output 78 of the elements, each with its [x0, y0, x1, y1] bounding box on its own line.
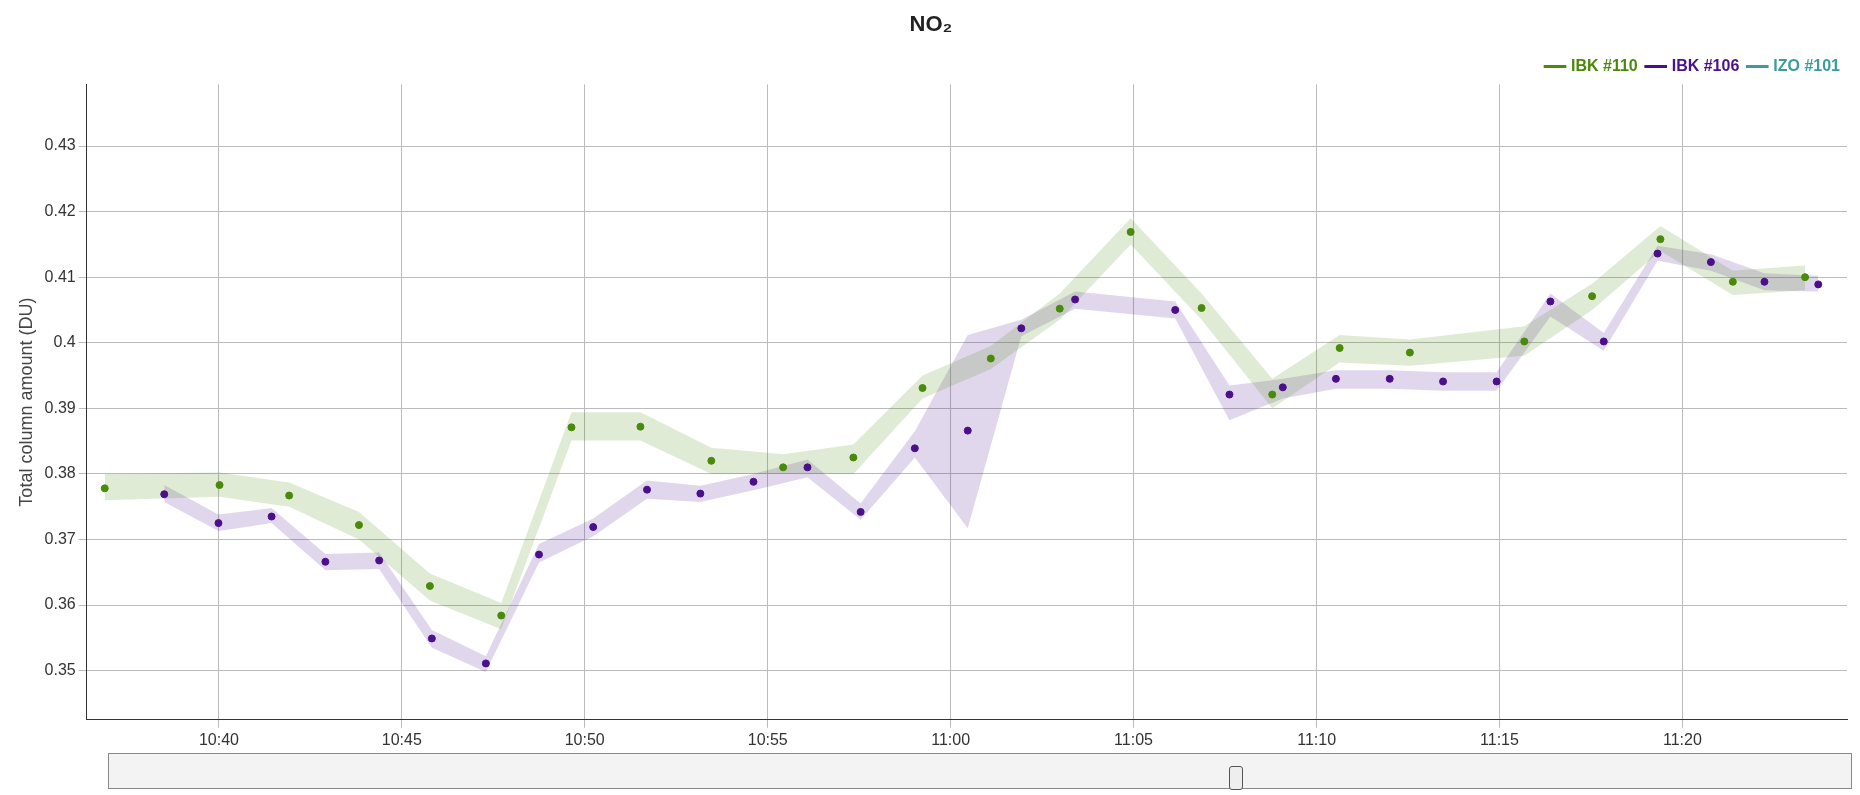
point [481, 659, 490, 668]
point [696, 489, 705, 498]
y-tick-label: 0.42 [44, 202, 76, 220]
y-tick-label: 0.4 [53, 333, 76, 351]
point [1385, 374, 1394, 383]
point [1055, 304, 1064, 313]
point [1656, 235, 1665, 244]
point [1728, 277, 1737, 286]
point [1331, 374, 1340, 383]
x-tick-label: 11:00 [931, 730, 971, 748]
y-tick-label: 0.41 [44, 267, 76, 285]
point [643, 485, 651, 494]
x-tick-label: 11:20 [1662, 730, 1702, 748]
point [534, 550, 543, 559]
point [1546, 297, 1555, 306]
point [1599, 337, 1608, 346]
point [918, 384, 927, 392]
x-tick-label: 11:05 [1114, 730, 1154, 748]
legend-label: IZO #101 [1773, 56, 1841, 74]
point [1492, 377, 1501, 386]
point [1017, 324, 1026, 333]
x-tick-label: 11:15 [1480, 730, 1519, 748]
point [427, 634, 436, 643]
point [803, 463, 812, 472]
point [1335, 344, 1344, 352]
point [1801, 273, 1810, 282]
x-tick-label: 10:45 [381, 730, 422, 748]
point [285, 491, 294, 500]
point [589, 523, 598, 532]
point [1439, 377, 1448, 386]
point [160, 490, 169, 499]
x-tick-label: 10:40 [198, 730, 240, 748]
point [321, 557, 330, 566]
point [856, 507, 865, 516]
point [267, 512, 276, 521]
x-tick-label: 11:10 [1297, 730, 1337, 748]
point [1405, 348, 1414, 357]
point [1814, 280, 1823, 289]
point [707, 456, 716, 465]
point [986, 354, 995, 363]
chart-title: NO₂ [909, 11, 953, 37]
point [214, 519, 223, 528]
point [1520, 337, 1529, 346]
x-tick-label: 10:50 [564, 730, 605, 748]
y-tick-label: 0.39 [44, 398, 76, 416]
point [849, 453, 858, 462]
point [425, 582, 434, 591]
point [749, 477, 758, 486]
point [567, 423, 576, 432]
point [375, 556, 384, 565]
point [1126, 227, 1135, 236]
point [636, 422, 645, 431]
y-tick-label: 0.35 [44, 661, 76, 679]
point [1706, 258, 1715, 267]
point [1071, 295, 1080, 304]
y-tick-label: 0.37 [44, 529, 76, 547]
y-axis-title: Total column amount (DU) [15, 297, 36, 507]
point [215, 481, 224, 490]
point [1588, 292, 1597, 301]
point [963, 426, 972, 435]
point [1171, 305, 1180, 314]
point [100, 484, 109, 493]
point [1268, 390, 1277, 399]
x-tick-label: 10:55 [747, 730, 788, 748]
point [910, 444, 919, 453]
point [1225, 390, 1234, 399]
legend-label: IBK #110 [1570, 56, 1638, 74]
point [497, 611, 506, 620]
point [354, 521, 363, 530]
y-tick-label: 0.43 [44, 136, 76, 154]
point [1760, 277, 1769, 286]
point [1278, 383, 1287, 392]
point [1653, 249, 1662, 258]
y-tick-label: 0.38 [44, 464, 76, 482]
point [779, 463, 788, 472]
y-tick-label: 0.36 [44, 595, 76, 613]
point [1197, 304, 1206, 312]
legend-label: IBK #106 [1671, 56, 1740, 74]
